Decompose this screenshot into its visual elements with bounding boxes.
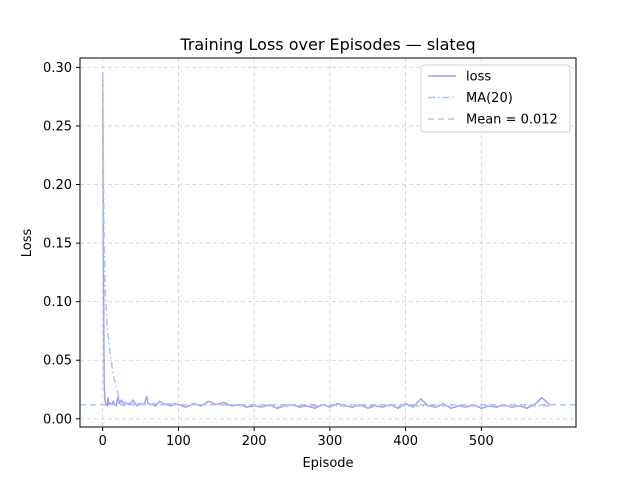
x-tick-label: 400 — [393, 434, 418, 449]
chart-title: Training Loss over Episodes — slateq — [179, 35, 475, 54]
y-tick-label: 0.20 — [43, 178, 72, 193]
series-layer — [80, 72, 576, 410]
y-tick-label: 0.25 — [43, 119, 72, 134]
legend-label: Mean = 0.012 — [466, 113, 558, 128]
y-tick-label: 0.05 — [43, 354, 72, 369]
legend-label: MA(20) — [466, 91, 513, 106]
legend: loss MA(20) Mean = 0.012 — [420, 64, 571, 133]
moving-average-line — [101, 72, 550, 407]
x-tick-label: 300 — [317, 434, 342, 449]
x-tick-label: 100 — [166, 434, 191, 449]
x-tick-label: 500 — [469, 434, 494, 449]
y-axis-label: Loss — [20, 229, 35, 258]
grid-layer — [80, 58, 576, 427]
legend-box — [420, 64, 571, 133]
legend-label: loss — [466, 70, 491, 85]
y-tick-label: 0.30 — [43, 61, 72, 76]
x-tick-label: 0 — [99, 434, 107, 449]
x-tick-label: 200 — [242, 434, 267, 449]
y-tick-label: 0.10 — [43, 295, 72, 310]
plot-frame — [79, 57, 577, 428]
tick-layer: 0 100 200 300 400 500 0.00 0.05 0.10 0.15 0.20 0.25… — [43, 61, 494, 449]
x-axis-label: Episode — [302, 456, 353, 471]
y-tick-label: 0.00 — [43, 412, 72, 427]
y-tick-label: 0.15 — [43, 237, 72, 252]
